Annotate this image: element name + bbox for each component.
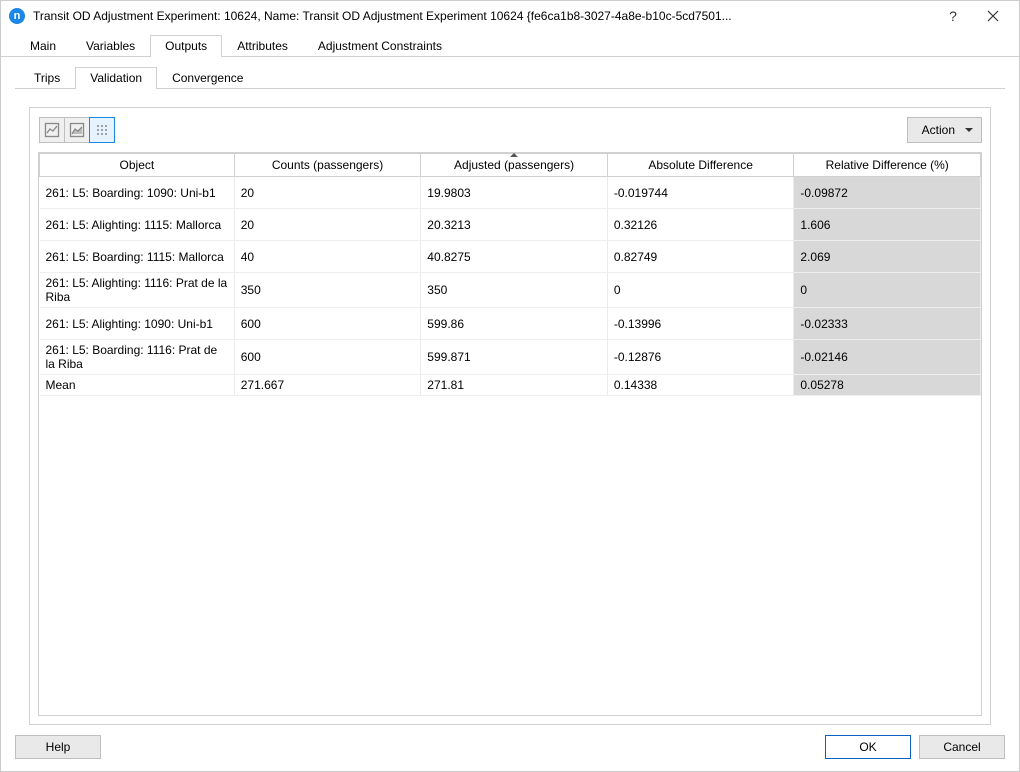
table-cell: -0.13996 — [607, 308, 794, 340]
table-cell: -0.019744 — [607, 177, 794, 209]
chart-line-icon — [44, 122, 60, 138]
table-cell: 599.871 — [421, 340, 608, 375]
ok-button[interactable]: OK — [825, 735, 911, 759]
table-cell: 1.606 — [794, 209, 981, 241]
sort-asc-icon — [510, 153, 518, 157]
table-summary-row[interactable]: Mean271.667271.810.143380.05278 — [40, 375, 981, 396]
tab-attributes[interactable]: Attributes — [222, 35, 303, 57]
table-row[interactable]: 261: L5: Boarding: 1090: Uni-b12019.9803… — [40, 177, 981, 209]
subtab-validation[interactable]: Validation — [75, 67, 157, 89]
table-cell: 350 — [234, 273, 421, 308]
table-cell: 0.32126 — [607, 209, 794, 241]
table-cell: 40 — [234, 241, 421, 273]
chevron-down-icon — [965, 128, 973, 132]
table-cell: 20.3213 — [421, 209, 608, 241]
col-object[interactable]: Object — [40, 154, 235, 177]
tab-main[interactable]: Main — [15, 35, 71, 57]
title-bar: n Transit OD Adjustment Experiment: 1062… — [1, 1, 1019, 31]
table-cell: 600 — [234, 340, 421, 375]
table-row[interactable]: 261: L5: Alighting: 1090: Uni-b1600599.8… — [40, 308, 981, 340]
table-row[interactable]: 261: L5: Boarding: 1115: Mallorca4040.82… — [40, 241, 981, 273]
main-tabs: Main Variables Outputs Attributes Adjust… — [1, 31, 1019, 57]
table-cell: 2.069 — [794, 241, 981, 273]
titlebar-help-button[interactable]: ? — [935, 2, 971, 30]
subtabs-container: Trips Validation Convergence — [1, 57, 1019, 89]
table-row[interactable]: 261: L5: Alighting: 1115: Mallorca2020.3… — [40, 209, 981, 241]
table-cell: 19.9803 — [421, 177, 608, 209]
table-header-row: Object Counts (passengers) Adjusted (pas… — [40, 154, 981, 177]
col-adjusted[interactable]: Adjusted (passengers) — [421, 154, 608, 177]
col-relative-difference[interactable]: Relative Difference (%) — [794, 154, 981, 177]
view-area-chart-button[interactable] — [64, 117, 90, 143]
table-cell: 0.82749 — [607, 241, 794, 273]
table-cell: 261: L5: Alighting: 1116: Prat de la Rib… — [40, 273, 235, 308]
col-counts[interactable]: Counts (passengers) — [234, 154, 421, 177]
validation-table-container[interactable]: Object Counts (passengers) Adjusted (pas… — [38, 152, 982, 716]
tab-adjustment-constraints[interactable]: Adjustment Constraints — [303, 35, 457, 57]
validation-table: Object Counts (passengers) Adjusted (pas… — [39, 153, 981, 396]
panel-toolbar: Action — [30, 108, 990, 152]
table-cell: 350 — [421, 273, 608, 308]
table-cell: 600 — [234, 308, 421, 340]
table-row[interactable]: 261: L5: Boarding: 1116: Prat de la Riba… — [40, 340, 981, 375]
table-cell: 271.81 — [421, 375, 608, 396]
table-cell: -0.12876 — [607, 340, 794, 375]
action-dropdown[interactable]: Action — [907, 117, 982, 143]
subtab-convergence[interactable]: Convergence — [157, 67, 258, 89]
table-cell: 40.8275 — [421, 241, 608, 273]
table-row[interactable]: 261: L5: Alighting: 1116: Prat de la Rib… — [40, 273, 981, 308]
table-body: 261: L5: Boarding: 1090: Uni-b12019.9803… — [40, 177, 981, 396]
col-adjusted-label: Adjusted (passengers) — [454, 158, 574, 172]
view-table-button[interactable] — [89, 117, 115, 143]
app-icon: n — [9, 8, 25, 24]
table-cell: Mean — [40, 375, 235, 396]
validation-panel: Action Object Counts (passengers) Adjust… — [29, 107, 991, 725]
tab-outputs[interactable]: Outputs — [150, 35, 222, 57]
table-cell: -0.09872 — [794, 177, 981, 209]
table-cell: 20 — [234, 209, 421, 241]
dialog-button-bar: Help OK Cancel — [1, 725, 1019, 771]
grid-icon — [94, 122, 110, 138]
table-cell: 261: L5: Alighting: 1115: Mallorca — [40, 209, 235, 241]
output-subtabs: Trips Validation Convergence — [15, 65, 1005, 89]
chart-shaded-icon — [69, 122, 85, 138]
window-title: Transit OD Adjustment Experiment: 10624,… — [33, 9, 935, 23]
table-cell: -0.02146 — [794, 340, 981, 375]
view-line-chart-button[interactable] — [39, 117, 65, 143]
view-mode-group — [38, 116, 115, 144]
table-cell: 0 — [607, 273, 794, 308]
table-cell: 20 — [234, 177, 421, 209]
dialog-window: n Transit OD Adjustment Experiment: 1062… — [0, 0, 1020, 772]
help-button[interactable]: Help — [15, 735, 101, 759]
table-cell: 261: L5: Boarding: 1115: Mallorca — [40, 241, 235, 273]
action-label: Action — [922, 123, 955, 137]
col-absolute-difference[interactable]: Absolute Difference — [607, 154, 794, 177]
table-cell: 261: L5: Boarding: 1116: Prat de la Riba — [40, 340, 235, 375]
table-cell: 0.14338 — [607, 375, 794, 396]
cancel-button[interactable]: Cancel — [919, 735, 1005, 759]
table-cell: 599.86 — [421, 308, 608, 340]
close-icon — [987, 10, 999, 22]
table-cell: 0 — [794, 273, 981, 308]
subtab-trips[interactable]: Trips — [19, 67, 75, 89]
table-cell: 271.667 — [234, 375, 421, 396]
table-cell: 0.05278 — [794, 375, 981, 396]
tab-variables[interactable]: Variables — [71, 35, 150, 57]
table-cell: -0.02333 — [794, 308, 981, 340]
table-cell: 261: L5: Boarding: 1090: Uni-b1 — [40, 177, 235, 209]
close-button[interactable] — [971, 2, 1015, 30]
table-cell: 261: L5: Alighting: 1090: Uni-b1 — [40, 308, 235, 340]
